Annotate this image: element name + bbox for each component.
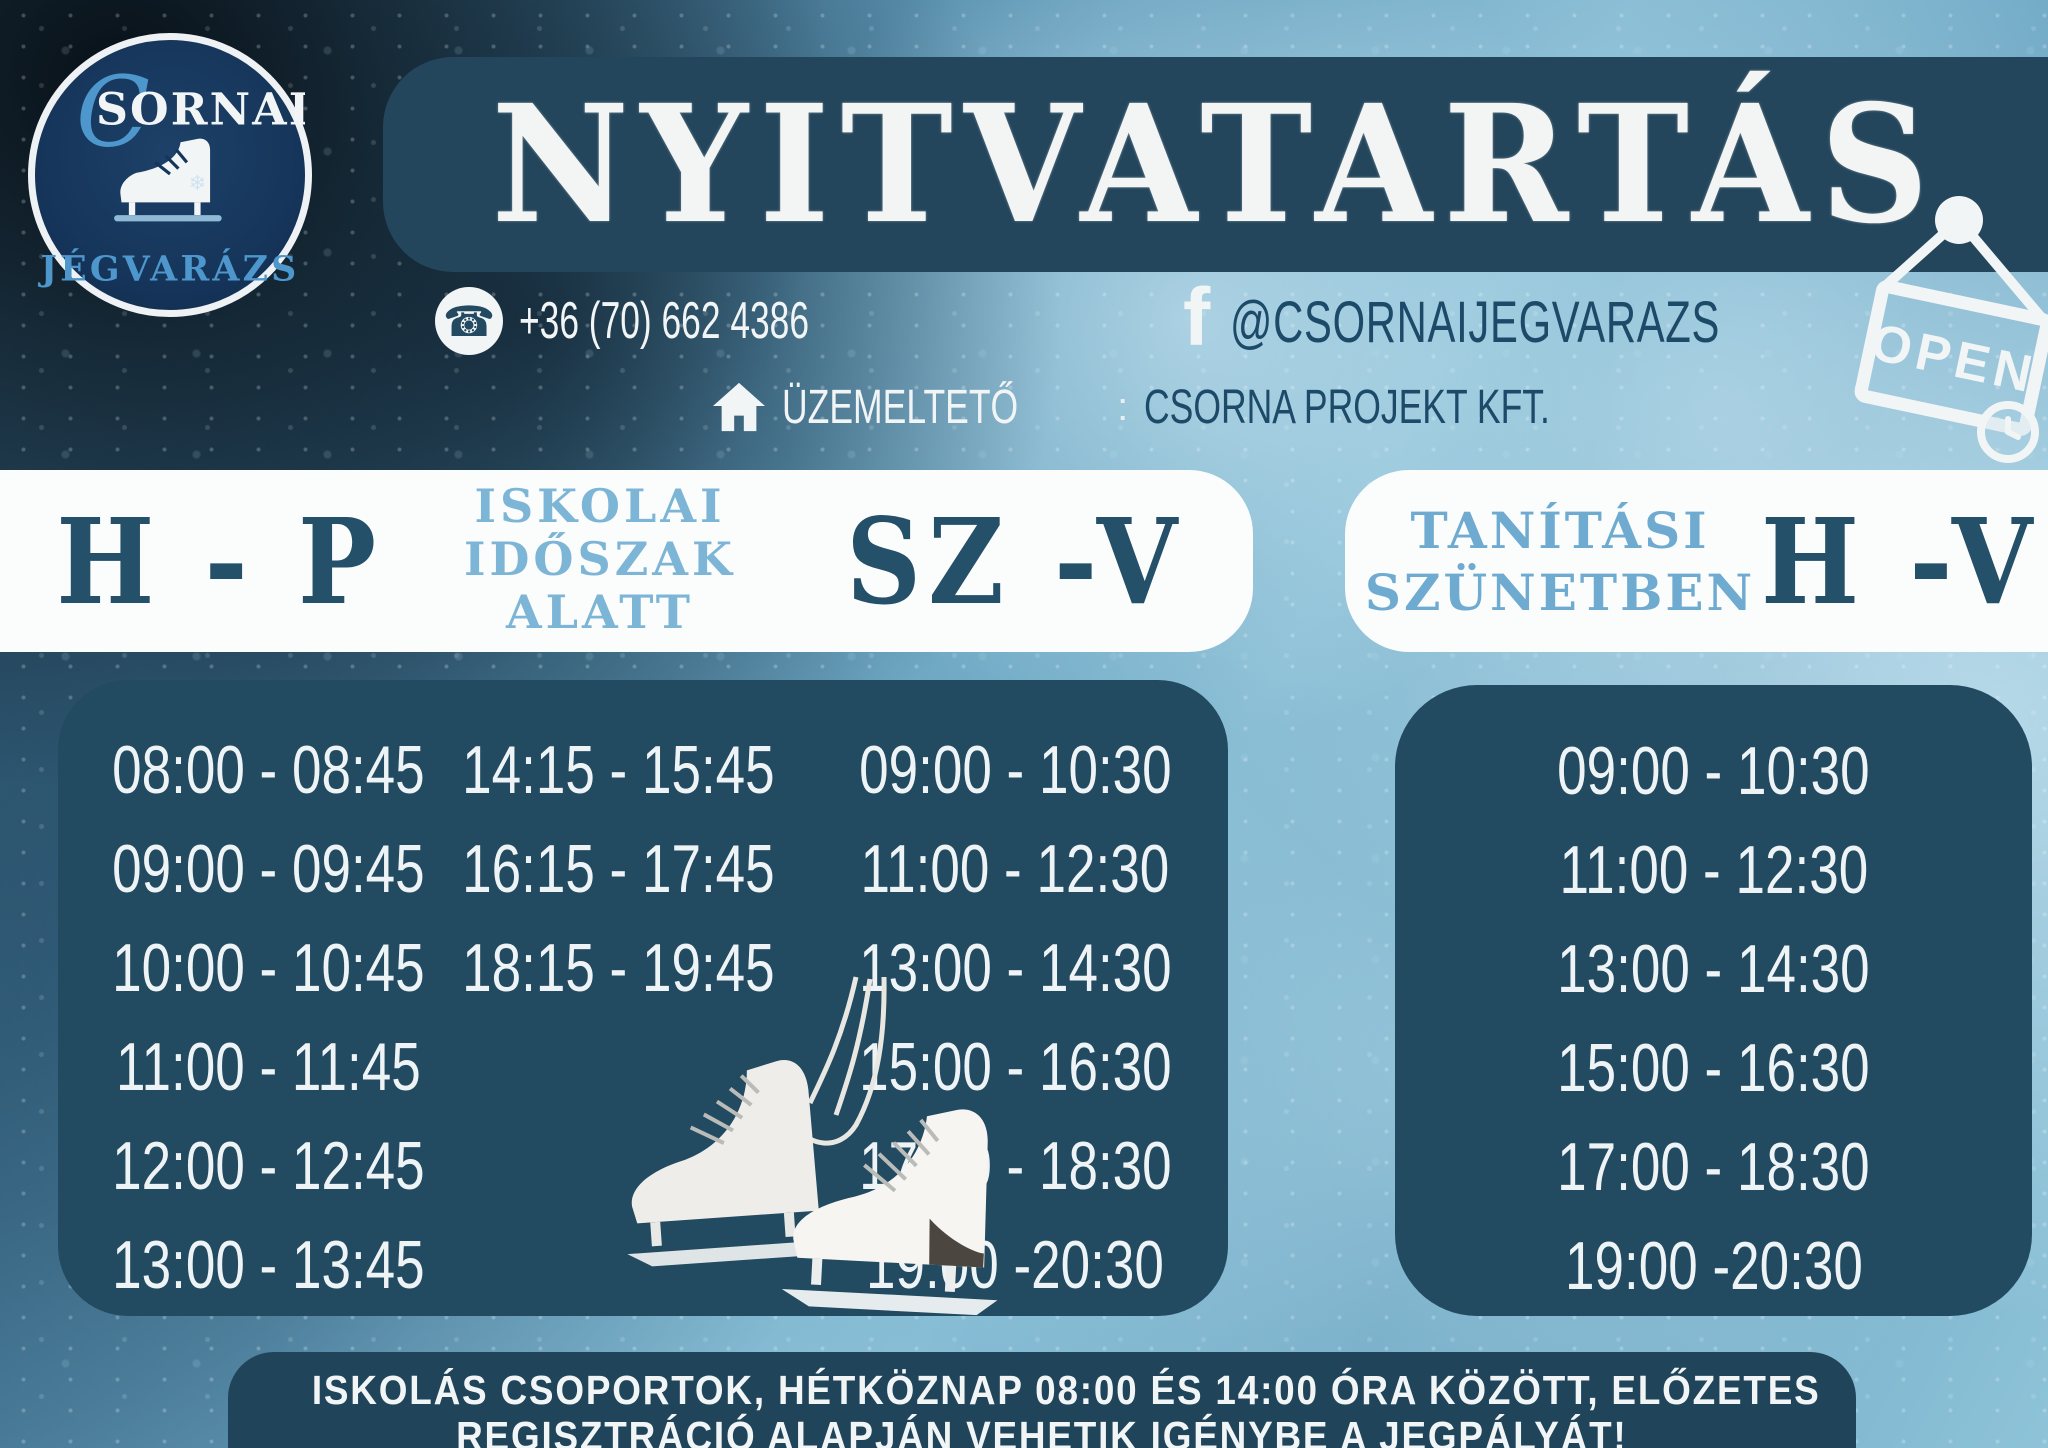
operator-separator: : <box>1117 384 1129 429</box>
snowflake-icon: ❄ <box>189 172 207 195</box>
session-time: 09:00 - 10:30 <box>858 731 1172 808</box>
session-time: 09:00 - 10:30 <box>1557 732 1870 809</box>
session-time: 11:00 - 12:30 <box>1559 831 1868 908</box>
school-period-band: H - P ISKOLAI IDŐSZAK ALATT SZ -V <box>0 470 1253 652</box>
phone-row: ☎ +36 (70) 662 4386 <box>435 286 945 356</box>
ice-skates-image <box>627 976 998 1316</box>
footer-notice-band: ISKOLÁS CSOPORTOK, HÉTKÖZNAP 08:00 ÉS 14… <box>228 1352 1856 1448</box>
logo-graphic: C SORNAI ❄ JÉGVARÁZS <box>38 55 305 289</box>
session-time: 13:00 - 13:45 <box>111 1226 425 1303</box>
weekend-days-label: SZ -V <box>845 491 1185 631</box>
session-time: 15:00 - 16:30 <box>858 1028 1172 1105</box>
open-sign-label: OPEN <box>1866 313 2042 405</box>
session-time: 18:15 - 19:45 <box>461 929 775 1006</box>
weekday-days-label: H - P <box>56 491 384 631</box>
session-time: 10:00 - 10:45 <box>111 929 425 1006</box>
session-time: 19:00 -20:30 <box>1564 1227 1863 1304</box>
holiday-period-band: TANÍTÁSI SZÜNETBEN H -V <box>1345 470 2048 652</box>
phone-number: +36 (70) 662 4386 <box>519 292 809 350</box>
weekday-morning-sessions: 08:00 - 08:45 09:00 - 09:45 10:00 - 10:4… <box>58 720 478 1314</box>
operator-name: CSORNA PROJEKT KFT. <box>1144 380 1551 434</box>
open-sign: OPEN <box>1854 196 2048 463</box>
logo-subtitle: JÉGVARÁZS <box>38 247 300 289</box>
footer-line-2: REGISZTRÁCIÓ ALAPJÁN VEHETIK IGÉNYBE A J… <box>456 1413 1628 1448</box>
footer-line-1: ISKOLÁS CSOPORTOK, HÉTKÖZNAP 08:00 ÉS 14… <box>311 1367 1821 1413</box>
note-line: ISKOLAI <box>474 479 726 533</box>
note-line: IDŐSZAK <box>464 532 736 586</box>
session-time: 14:15 - 15:45 <box>461 731 775 808</box>
facebook-row: f @CSORNAIJEGVARAZS <box>1183 277 1911 362</box>
clock-icon <box>1977 401 2039 463</box>
session-time: 15:00 - 16:30 <box>1557 1029 1870 1106</box>
facebook-icon: f <box>1183 272 1211 363</box>
school-period-panel: 08:00 - 08:45 09:00 - 09:45 10:00 - 10:4… <box>58 680 1228 1316</box>
holiday-period-panel: 09:00 - 10:30 11:00 - 12:30 13:00 - 14:3… <box>1395 685 2032 1316</box>
home-icon <box>712 382 766 432</box>
session-time: 11:00 - 11:45 <box>115 1028 421 1105</box>
phone-icon: ☎ <box>435 287 503 355</box>
session-time: 13:00 - 14:30 <box>858 929 1172 1006</box>
session-time: 13:00 - 14:30 <box>1557 930 1870 1007</box>
session-time: 17:00 - 18:30 <box>1557 1128 1870 1205</box>
title-banner: NYITVATARTÁS <box>383 57 2048 272</box>
holiday-days-label: H -V <box>1760 491 2040 631</box>
session-time: 16:15 - 17:45 <box>461 830 775 907</box>
session-time: 11:00 - 12:30 <box>860 830 1170 907</box>
logo-initial: C <box>76 55 150 168</box>
session-time: 12:00 - 12:45 <box>111 1127 425 1204</box>
note-line: ALATT <box>505 585 695 639</box>
operator-label: ÜZEMELTETŐ <box>782 380 1019 434</box>
operator-row: ÜZEMELTETŐ : CSORNA PROJEKT KFT. <box>712 374 1693 440</box>
note-line: SZÜNETBEN <box>1364 563 1756 622</box>
holiday-period-note: TANÍTÁSI SZÜNETBEN <box>1360 500 1760 624</box>
page-title: NYITVATARTÁS <box>491 69 1940 260</box>
note-line: TANÍTÁSI <box>1410 501 1710 560</box>
session-time: 08:00 - 08:45 <box>111 731 425 808</box>
session-time: 09:00 - 09:45 <box>111 830 425 907</box>
holiday-sessions: 09:00 - 10:30 11:00 - 12:30 13:00 - 14:3… <box>1395 721 2032 1315</box>
facebook-handle: @CSORNAIJEGVARAZS <box>1230 289 1721 355</box>
brand-logo: C SORNAI ❄ JÉGVARÁZS <box>28 33 312 317</box>
sign-pivot <box>1935 196 1983 244</box>
weekday-afternoon-sessions: 14:15 - 15:45 16:15 - 17:45 18:15 - 19:4… <box>393 720 843 1017</box>
school-period-note: ISKOLAI IDŐSZAK ALATT <box>395 480 805 639</box>
logo-brand-name: SORNAI <box>96 83 305 135</box>
skate-icon: ❄ <box>114 138 222 222</box>
